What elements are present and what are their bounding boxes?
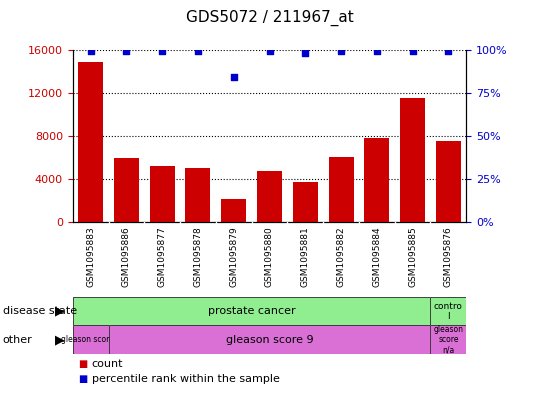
Text: GSM1095885: GSM1095885: [408, 226, 417, 287]
Point: [122, 48, 131, 54]
Text: ■: ■: [78, 358, 87, 369]
Bar: [185, 168, 211, 222]
Bar: [221, 198, 246, 222]
Bar: [150, 166, 175, 222]
Point: [230, 74, 238, 80]
Text: gleason score 8: gleason score 8: [61, 335, 121, 344]
Text: percentile rank within the sample: percentile rank within the sample: [92, 374, 280, 384]
Text: GDS5072 / 211967_at: GDS5072 / 211967_at: [185, 10, 354, 26]
Text: GSM1095882: GSM1095882: [336, 226, 345, 287]
Text: GSM1095880: GSM1095880: [265, 226, 274, 287]
Text: ▶: ▶: [54, 305, 64, 318]
Bar: [293, 182, 318, 222]
Text: GSM1095876: GSM1095876: [444, 226, 453, 287]
Point: [194, 48, 202, 54]
Bar: [364, 138, 389, 222]
Text: gleason score 9: gleason score 9: [226, 334, 313, 345]
Text: ▶: ▶: [54, 333, 64, 346]
Bar: [400, 98, 425, 222]
Point: [301, 50, 309, 56]
Text: GSM1095877: GSM1095877: [158, 226, 167, 287]
Text: GSM1095879: GSM1095879: [229, 226, 238, 287]
Bar: [257, 171, 282, 222]
Text: gleason
score
n/a: gleason score n/a: [433, 325, 464, 354]
Point: [372, 48, 381, 54]
Text: ■: ■: [78, 374, 87, 384]
Point: [408, 48, 417, 54]
Text: disease state: disease state: [3, 306, 77, 316]
Text: other: other: [3, 334, 32, 345]
Bar: [436, 141, 461, 222]
Point: [337, 48, 345, 54]
Point: [86, 48, 95, 54]
Text: GSM1095886: GSM1095886: [122, 226, 131, 287]
Text: GSM1095884: GSM1095884: [372, 226, 381, 287]
Text: GSM1095881: GSM1095881: [301, 226, 310, 287]
Bar: [114, 158, 139, 222]
Point: [158, 48, 167, 54]
Text: GSM1095878: GSM1095878: [194, 226, 203, 287]
Text: prostate cancer: prostate cancer: [208, 306, 295, 316]
Text: count: count: [92, 358, 123, 369]
Text: contro
l: contro l: [434, 301, 463, 321]
Point: [265, 48, 274, 54]
Point: [444, 48, 453, 54]
Bar: [329, 156, 354, 222]
Text: GSM1095883: GSM1095883: [86, 226, 95, 287]
Bar: [78, 62, 103, 222]
